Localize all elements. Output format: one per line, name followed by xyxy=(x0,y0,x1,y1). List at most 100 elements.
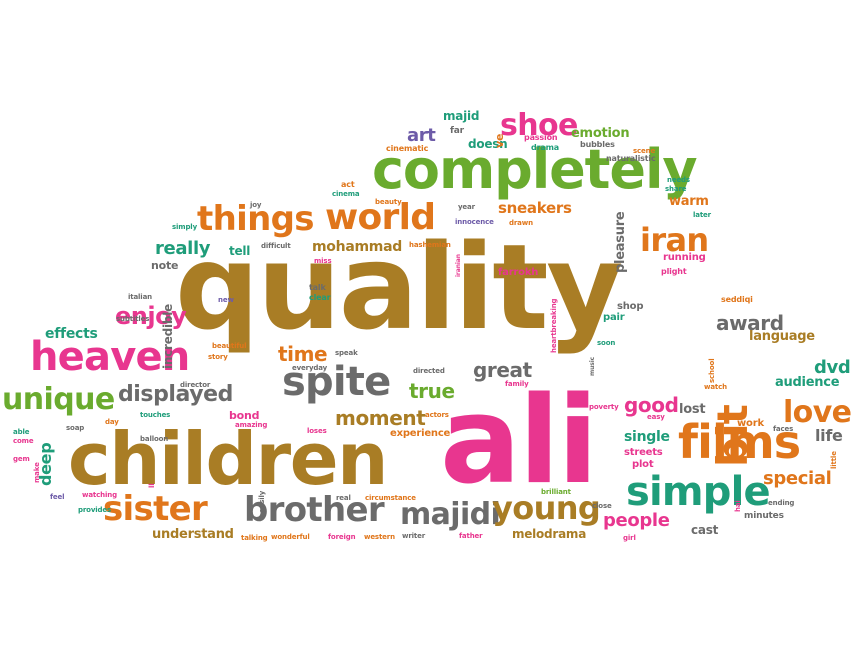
word-doesn: doesn xyxy=(468,137,508,151)
word-close: close xyxy=(592,502,612,510)
word-faces: faces xyxy=(773,425,794,433)
word-effects: effects xyxy=(45,326,98,342)
word-make: make xyxy=(33,462,41,483)
word-balloon: balloon xyxy=(140,435,169,443)
word-note: note xyxy=(151,259,179,272)
word-shoe: shoe xyxy=(500,108,578,143)
word-real: real xyxy=(336,494,351,502)
word-share: share xyxy=(665,185,687,193)
word-bit: bit xyxy=(708,404,757,467)
word-quality: quality xyxy=(175,218,623,356)
word-act: act xyxy=(341,180,355,189)
word-iranian: iranian xyxy=(455,254,462,277)
word-hashemian: hashemian xyxy=(409,241,451,249)
word-life: life xyxy=(815,426,843,445)
word-family: family xyxy=(505,380,529,388)
word-school: school xyxy=(708,358,716,383)
word-music: music xyxy=(589,356,596,376)
word-soon: soon xyxy=(597,339,616,347)
word-amazing: amazing xyxy=(235,421,268,429)
word-unique: unique xyxy=(2,382,115,417)
word-pleasure: pleasure xyxy=(613,211,628,274)
word-naturalistic: naturalistic xyxy=(606,154,656,163)
word-good: good xyxy=(624,393,679,417)
word-bubbles: bubbles xyxy=(580,140,615,149)
word-spite: spite xyxy=(282,359,391,405)
word-majidi: majidi xyxy=(400,497,501,532)
word-young: young xyxy=(492,489,601,527)
word-true: true xyxy=(409,379,455,403)
word-dvd: dvd xyxy=(814,357,851,378)
word-far: far xyxy=(450,126,464,136)
word-streets: streets xyxy=(624,447,663,458)
word-needs: needs xyxy=(667,176,690,184)
word-cinema: cinema xyxy=(332,190,360,198)
word-completely: completely xyxy=(372,138,698,201)
word-great: great xyxy=(473,358,532,382)
word-hai: hai xyxy=(734,500,742,512)
word-loses: loses xyxy=(307,427,327,435)
word-come: come xyxy=(13,437,34,445)
word-award: award xyxy=(716,311,784,335)
word-things: things xyxy=(197,199,315,239)
word-cinematic: cinematic xyxy=(386,144,429,153)
word-lost: lost xyxy=(679,402,706,417)
word-shop: shop xyxy=(617,301,644,312)
word-world: world xyxy=(325,197,436,238)
word-difficult: difficult xyxy=(261,242,291,250)
word-everyday: everyday xyxy=(292,364,328,372)
word-talk: talk xyxy=(309,283,326,292)
word-simple: simple xyxy=(626,469,771,515)
word-ll: ll xyxy=(148,483,156,488)
word-heaven: heaven xyxy=(30,334,190,380)
word-running: running xyxy=(663,252,706,263)
word-brother: brother xyxy=(244,490,385,530)
word-girl: girl xyxy=(623,534,636,542)
word-story: story xyxy=(208,353,228,361)
word-time: time xyxy=(278,342,328,366)
word-beauty: beauty xyxy=(375,198,402,206)
word-mohammad: mohammad xyxy=(312,239,403,255)
word-seddiqi: seddiqi xyxy=(721,295,753,304)
word-feel: feel xyxy=(50,493,65,501)
word-western: western xyxy=(364,533,395,541)
word-cast: cast xyxy=(691,523,719,537)
word-miss: miss xyxy=(314,257,332,265)
word-understand: understand xyxy=(152,527,234,542)
word-soap: soap xyxy=(66,424,85,432)
word-directed: directed xyxy=(413,367,445,375)
word-easy: easy xyxy=(647,413,665,421)
word-ending: ending xyxy=(768,499,795,507)
word-minutes: minutes xyxy=(744,511,784,521)
word-provides: provides xyxy=(78,506,112,514)
word-beautiful: beautiful xyxy=(212,342,247,350)
word-touches: touches xyxy=(140,411,171,419)
word-father: father xyxy=(459,532,483,540)
word-iran: iran xyxy=(640,221,709,259)
word-actors: actors xyxy=(425,411,449,419)
word-really: really xyxy=(155,238,211,259)
word-displayed: displayed xyxy=(118,382,233,407)
word-speak: speak xyxy=(335,349,358,357)
word-plot: plot xyxy=(632,459,654,470)
word-language: language xyxy=(749,329,815,344)
word-tell: tell xyxy=(229,244,251,258)
word-audience: audience xyxy=(775,375,840,390)
word-love: love xyxy=(783,395,852,430)
word-simply: simply xyxy=(172,223,197,231)
word-farrokh: farrokh xyxy=(498,267,539,278)
word-little: little xyxy=(830,451,838,469)
word-sister: sister xyxy=(103,489,208,529)
word-watch: watch xyxy=(704,383,727,391)
word-plight: plight xyxy=(661,267,687,276)
word-watching: watching xyxy=(82,491,117,499)
word-ali: ali xyxy=(440,372,598,511)
word-ve: ve xyxy=(493,133,506,148)
word-innocence: innocence xyxy=(455,218,494,226)
word-experience: experience xyxy=(390,428,451,439)
word-director: director xyxy=(180,381,211,389)
word-pair: pair xyxy=(603,312,625,323)
word-day: day xyxy=(105,418,119,426)
word-wonderful: wonderful xyxy=(271,533,310,541)
